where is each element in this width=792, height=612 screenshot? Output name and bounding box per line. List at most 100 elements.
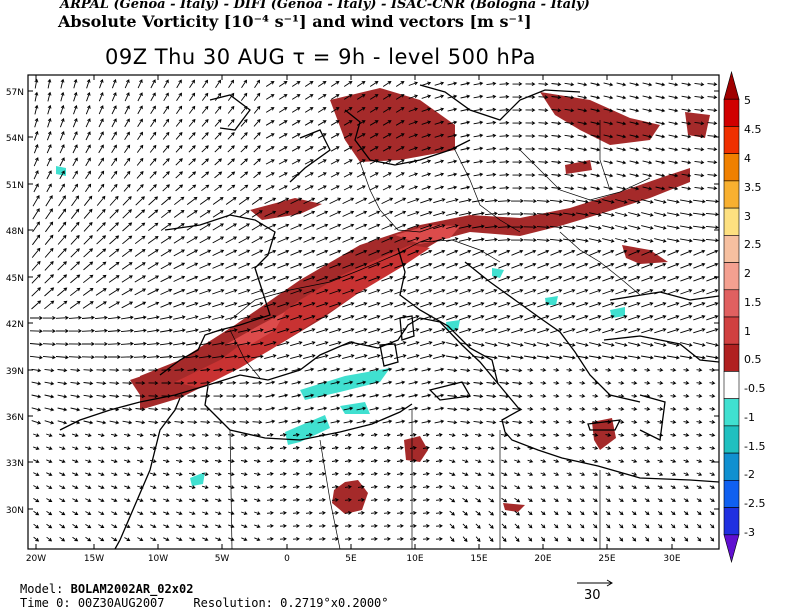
wind-vector <box>303 249 316 256</box>
wind-vector <box>68 329 82 333</box>
wind-vector <box>706 249 719 256</box>
wind-vector <box>566 472 573 476</box>
colorbar-swatch <box>723 534 740 564</box>
wind-vector <box>693 315 706 321</box>
wind-vector <box>305 458 313 463</box>
wind-vector <box>540 433 547 437</box>
wind-vector <box>499 81 510 86</box>
wind-vector <box>291 146 301 152</box>
wind-vector <box>396 537 404 541</box>
wind-vector <box>121 301 134 309</box>
wind-vector <box>563 301 576 308</box>
wind-vector <box>137 433 144 438</box>
wind-vector <box>303 275 316 282</box>
wind-vector <box>603 108 614 113</box>
wind-vector <box>214 105 222 114</box>
wind-vector <box>342 223 355 230</box>
wind-vector <box>409 524 417 528</box>
wind-vector <box>422 458 430 463</box>
wind-vector <box>290 288 303 295</box>
wind-vector <box>707 160 718 165</box>
wind-vector <box>563 328 576 334</box>
wind-vector <box>85 157 91 167</box>
wind-vector <box>642 147 653 152</box>
wind-vector <box>512 368 523 373</box>
wind-vector <box>59 472 66 477</box>
wind-vector <box>44 420 55 425</box>
wind-vector <box>577 134 588 139</box>
wind-vector <box>631 472 638 476</box>
wind-vector <box>83 208 93 219</box>
wind-vector <box>96 407 107 412</box>
wind-vector <box>460 407 471 412</box>
wind-vector <box>344 484 352 489</box>
wind-vector <box>305 471 313 476</box>
wind-vector <box>381 301 394 308</box>
wind-vector <box>303 197 316 205</box>
wind-vector <box>110 446 118 451</box>
wind-vector <box>214 145 222 153</box>
wind-vector <box>72 157 78 167</box>
wind-vector <box>175 171 183 179</box>
wind-vector <box>670 523 676 529</box>
wind-vector <box>382 406 393 411</box>
wind-vector <box>163 524 170 529</box>
wind-vector <box>670 394 677 398</box>
wind-vector <box>59 485 66 490</box>
wind-vector <box>254 79 260 88</box>
wind-vector <box>563 262 576 269</box>
wind-vector <box>501 472 508 477</box>
wind-vector <box>576 262 589 269</box>
wind-vector <box>45 195 53 207</box>
wind-vector <box>488 510 494 516</box>
wind-vector <box>683 381 690 385</box>
wind-vector <box>188 105 196 114</box>
wind-vector <box>537 328 550 334</box>
wind-vector <box>33 459 40 464</box>
wind-vector <box>356 380 367 385</box>
wind-vector <box>343 380 354 385</box>
wind-vector <box>683 485 689 489</box>
wind-vector <box>318 445 326 450</box>
plot-frame <box>27 74 720 550</box>
wind-vector <box>149 184 157 192</box>
wind-vector <box>147 315 160 320</box>
wind-vector <box>46 536 53 542</box>
wind-vector <box>98 131 104 141</box>
wind-vector <box>239 394 250 398</box>
wind-vector <box>631 498 637 502</box>
colorbar-label: 4 <box>744 152 751 165</box>
wind-vector <box>383 471 391 476</box>
wind-vector <box>81 355 95 360</box>
wind-vector <box>657 368 664 372</box>
wind-vector <box>500 446 508 451</box>
wind-vector <box>159 354 173 359</box>
wind-vector <box>147 262 159 270</box>
colorbar-swatch <box>723 507 740 536</box>
wind-vector <box>540 498 546 502</box>
wind-vector <box>707 173 718 178</box>
wind-vector <box>693 275 706 282</box>
wind-vector <box>408 133 419 138</box>
wind-vector <box>96 261 107 271</box>
wind-vector <box>537 262 550 269</box>
wind-vector <box>553 498 559 502</box>
wind-vector <box>459 342 472 347</box>
wind-vector <box>462 523 468 529</box>
wind-vector <box>344 497 352 502</box>
wind-vector <box>162 171 170 179</box>
wind-vector <box>421 393 432 398</box>
wind-vector <box>109 381 120 386</box>
wind-vector <box>370 445 378 450</box>
wind-vector <box>329 315 342 321</box>
wind-vector <box>212 249 225 257</box>
wind-vector <box>460 420 471 425</box>
wind-vector <box>44 234 54 245</box>
wind-vector <box>316 223 329 230</box>
wind-vector <box>382 185 392 191</box>
wind-vector <box>694 173 705 178</box>
wind-vector <box>667 249 680 256</box>
wind-vector <box>447 133 458 138</box>
wind-vector <box>670 446 677 450</box>
wind-vector <box>160 275 173 283</box>
